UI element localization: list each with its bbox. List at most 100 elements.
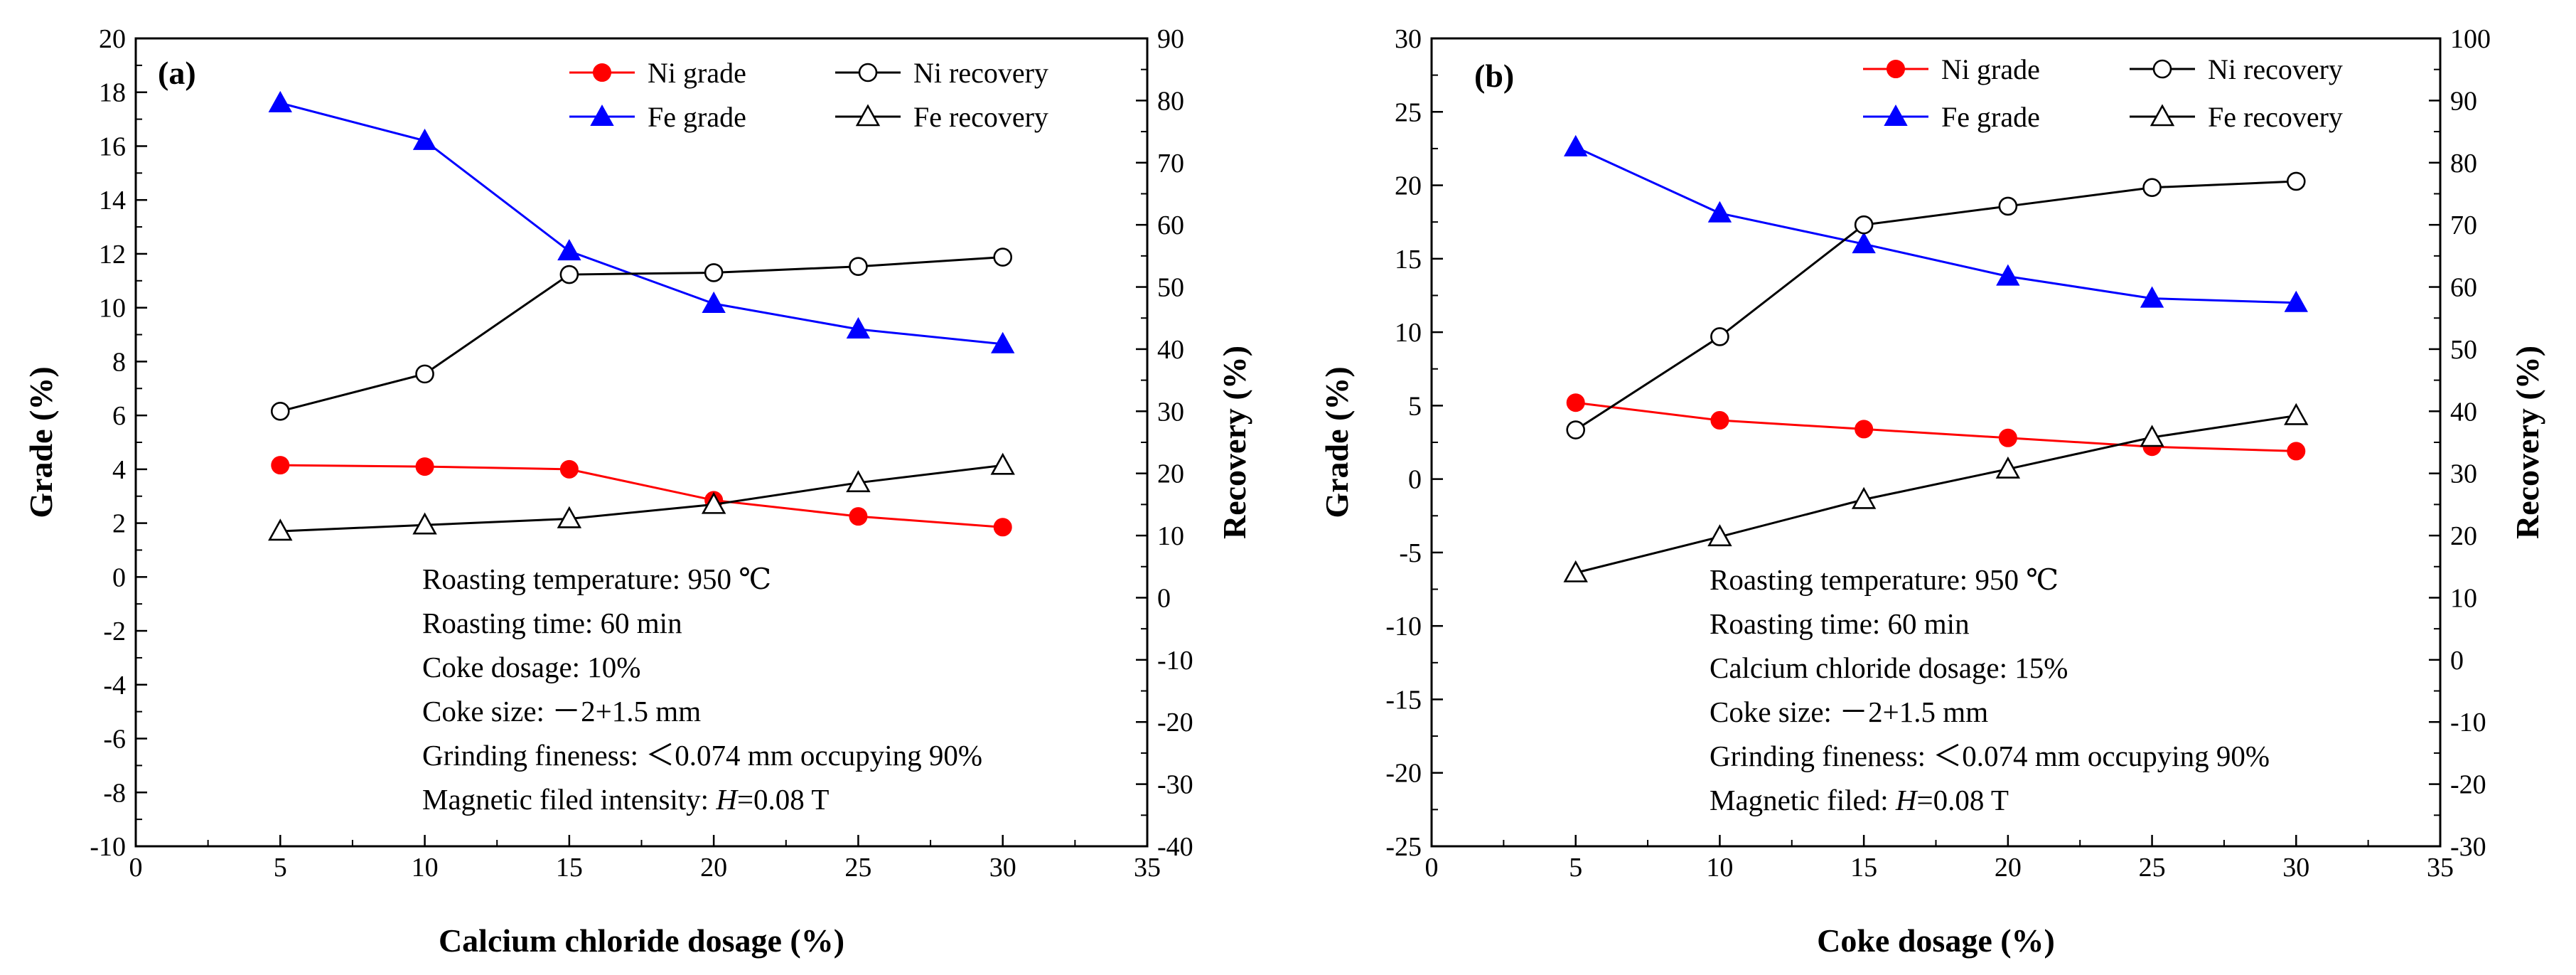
data-point-ni-recovery [1566,420,1586,439]
legend-marker [2150,104,2175,127]
data-point-ni-recovery [1854,215,1874,235]
y-right-tick-label: 30 [2450,459,2477,489]
legend-marker [858,63,878,82]
x-tick-label: 25 [2139,853,2166,883]
y-right-tick-label: 10 [2450,583,2477,613]
y-right-tick-label: 50 [2450,335,2477,365]
y-right-tick-label: 30 [1157,397,1184,427]
x-tick-label: 35 [1134,853,1161,883]
y-left-tick-label: 25 [1395,97,1422,127]
data-point-fe-recovery [1563,560,1588,582]
condition-annotation: Calcium chloride dosage: 15% [1710,651,2068,684]
x-tick-label: 0 [129,853,143,883]
data-point-ni-recovery [2286,171,2306,191]
data-point-fe-recovery [1995,456,2021,479]
data-point-fe-grade [846,316,871,339]
x-tick-label: 15 [1850,853,1877,883]
y-right-tick-label: 0 [1157,583,1171,613]
data-point-ni-recovery [559,265,579,284]
data-point-ni-grade [1855,420,1874,439]
x-tick-label: 5 [1569,853,1582,883]
y-left-tick-label: 20 [1395,171,1422,201]
series-line-fe-recovery [1575,414,2297,574]
data-point-ni-grade [271,456,290,475]
x-tick-label: 35 [2427,853,2454,883]
data-point-ni-grade [993,518,1012,537]
data-point-fe-recovery [1707,524,1732,547]
y-right-tick-label: 90 [2450,86,2477,116]
data-point-ni-grade [2287,442,2306,461]
y-left-tick-label: 6 [112,401,126,431]
y-right-tick-label: 20 [1157,459,1184,489]
data-point-ni-grade [849,507,868,526]
y-left-tick-label: 30 [1395,24,1422,54]
y-right-tick-label: 50 [1157,273,1184,303]
data-point-ni-recovery [1998,196,2018,216]
legend-label: Fe recovery [2208,101,2343,133]
data-point-fe-recovery [2284,403,2309,425]
y-left-tick-label: -8 [103,778,126,808]
condition-annotation: Roasting time: 60 min [1710,607,1970,640]
y-right-tick-label: 20 [2450,521,2477,551]
data-point-ni-recovery [1710,327,1729,346]
series-line-ni-grade [1575,401,2297,452]
data-point-fe-grade [557,239,581,261]
y-right-tick-label: 40 [1157,335,1184,365]
y-left-tick-label: 18 [99,78,126,108]
y-right-axis-label: Recovery (%) [1216,346,1252,539]
legend-item-fe-grade: Fe grade [569,101,746,133]
condition-annotation: Coke size: －2+1.5 mm [422,695,701,728]
data-point-ni-grade [1566,393,1585,412]
data-point-ni-recovery [270,402,290,421]
y-right-tick-label: -10 [1157,646,1193,676]
y-left-tick-label: 10 [1395,318,1422,348]
y-right-tick-label: 70 [2450,211,2477,240]
series-line-ni-recovery [1574,180,2297,431]
condition-annotation: Magnetic filed: H=0.08 T [1710,784,2009,816]
data-point-fe-grade [2140,286,2164,308]
data-point-ni-grade [1710,411,1729,430]
y-right-tick-label: 10 [1157,521,1184,551]
y-right-tick-label: 60 [2450,273,2477,303]
y-left-tick-label: 4 [112,455,126,485]
x-tick-label: 30 [989,853,1016,883]
y-right-tick-label: -20 [1157,708,1193,737]
y-left-tick-label: -6 [103,725,126,755]
data-point-ni-recovery [993,247,1013,267]
y-left-tick-label: 16 [99,132,126,161]
panel-label: (b) [1474,58,1514,94]
legend-label: Fe grade [1941,101,2040,133]
y-right-axis-label: Recovery (%) [2509,346,2545,539]
legend-item-fe-grade: Fe grade [1863,101,2040,133]
legend-label: Fe grade [648,101,746,133]
y-right-tick-label: 0 [2450,646,2464,676]
data-point-ni-recovery [2142,178,2162,198]
x-tick-label: 30 [2282,853,2309,883]
y-left-tick-label: -5 [1399,538,1422,568]
data-point-fe-recovery [846,470,871,493]
data-point-fe-grade [268,90,292,112]
data-point-ni-grade [559,459,579,479]
data-point-fe-grade [1707,201,1732,223]
data-point-fe-grade [412,128,437,150]
y-right-tick-label: -40 [1157,832,1193,862]
y-left-tick-label: 14 [99,186,126,215]
legend-marker [1884,104,1908,126]
condition-annotation: Magnetic filed intensity: H=0.08 T [422,783,829,816]
legend-item-ni-grade: Ni grade [569,57,746,89]
legend-marker [593,63,611,82]
data-point-fe-recovery [701,491,726,514]
y-right-tick-label: 80 [1157,86,1184,116]
y-right-tick-label: -30 [2450,832,2486,862]
y-left-tick-label: -15 [1385,685,1422,715]
data-point-fe-grade [1564,134,1588,156]
y-right-tick-label: 80 [2450,149,2477,179]
y-right-tick-label: 90 [1157,24,1184,54]
y-left-axis-label: Grade (%) [23,366,59,518]
y-left-tick-label: 10 [99,294,126,324]
legend-item-fe-recovery: Fe recovery [2130,101,2343,133]
y-left-tick-label: -2 [103,617,126,646]
series-line-fe-grade [1575,146,2297,304]
y-left-tick-label: -20 [1385,759,1422,789]
data-point-ni-grade [415,457,434,476]
